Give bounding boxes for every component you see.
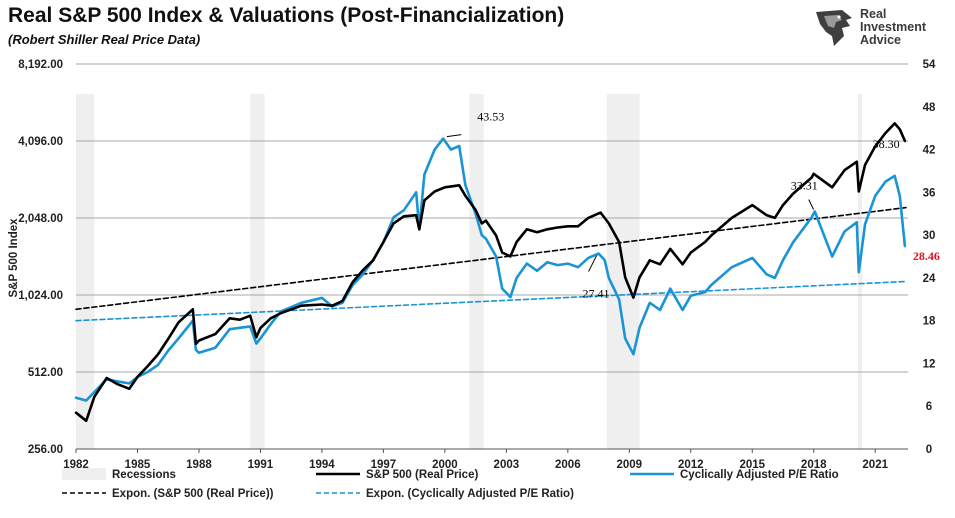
- annotation-label: 33.31: [791, 179, 818, 193]
- x-tick-label: 2021: [862, 459, 888, 471]
- x-tick-label: 1985: [125, 459, 151, 471]
- brand-name: Real Investment Advice: [860, 8, 926, 47]
- y-right-tick-label: 48: [923, 102, 936, 114]
- y-left-tick-label: 1,024.00: [18, 290, 63, 302]
- x-tick-label: 1997: [371, 459, 397, 471]
- annotation-label: 43.53: [477, 110, 504, 124]
- x-tick-label: 1988: [186, 459, 212, 471]
- legend-swatch: [62, 468, 106, 480]
- y-left-tick-label: 2,048.00: [18, 213, 63, 225]
- legend-label: S&P 500 (Real Price): [366, 469, 478, 481]
- y-right-tick-label: 6: [926, 401, 932, 413]
- y-right-tick-label: 18: [923, 316, 936, 328]
- legend-label: Expon. (S&P 500 (Real Price)): [112, 488, 274, 500]
- legend: Recessions S&P 500 (Real Price) Cyclically…: [62, 468, 839, 500]
- annotation-label: 28.46: [913, 249, 940, 263]
- x-tick-label: 1994: [309, 459, 335, 471]
- sp500-trendline: [75, 206, 907, 311]
- recession-bands: [76, 94, 862, 449]
- recession-band: [469, 94, 484, 449]
- y-right-tick-label: 30: [923, 230, 936, 242]
- x-tick-label: 2003: [494, 459, 520, 471]
- annotation-pointer: [808, 199, 815, 210]
- eagle-head-icon: [816, 10, 852, 46]
- y-right-tick-label: 0: [926, 444, 932, 456]
- y-left-tick-label: 4,096.00: [18, 136, 63, 148]
- x-tick-label: 2018: [801, 459, 827, 471]
- chart-subtitle: (Robert Shiller Real Price Data): [8, 32, 201, 47]
- axes: 256.00 512.00 1,024.00 2,048.00 4,096.00 8,19…: [8, 59, 936, 471]
- brand-line: Investment: [860, 20, 926, 34]
- brand-line: Advice: [860, 33, 901, 47]
- annotation-label: 38.30: [873, 137, 900, 151]
- x-tick-label: 2009: [617, 459, 643, 471]
- brand-line: Real: [860, 7, 887, 21]
- legend-label: Expon. (Cyclically Adjusted P/E Ratio): [366, 488, 574, 500]
- y-right-tick-label: 24: [923, 273, 936, 285]
- annotation-pointer: [588, 255, 598, 272]
- y-left-axis-title: S&P 500 Index: [8, 218, 20, 298]
- annotation-label: 27.41: [583, 287, 610, 301]
- y-left-tick-label: 256.00: [28, 444, 63, 456]
- series: [74, 122, 907, 423]
- x-tick-label: 2000: [432, 459, 458, 471]
- y-right-tick-label: 36: [923, 187, 936, 199]
- recession-band: [76, 94, 95, 449]
- chart-title: Real S&P 500 Index & Valuations (Post-Fi…: [8, 4, 565, 27]
- cape-line: [74, 137, 907, 402]
- x-tick-label: 2012: [678, 459, 704, 471]
- y-right-tick-label: 42: [923, 145, 936, 157]
- annotations: 43.53 27.41 33.31 38.30 28.46: [446, 110, 940, 301]
- cape-trendline: [75, 280, 907, 322]
- x-tick-label: 2006: [555, 459, 581, 471]
- y-right-tick-label: 54: [923, 59, 936, 71]
- annotation-pointer: [446, 134, 462, 138]
- legend-label: Cyclically Adjusted P/E Ratio: [680, 469, 839, 481]
- x-tick-label: 2015: [739, 459, 765, 471]
- y-left-tick-label: 512.00: [28, 367, 63, 379]
- y-right-tick-label: 12: [923, 358, 936, 370]
- gridlines: [76, 63, 908, 373]
- recession-band: [250, 94, 265, 449]
- sp500-line: [74, 122, 907, 423]
- brand-logo: Real Investment Advice: [812, 6, 952, 50]
- x-tick-label: 1991: [248, 459, 274, 471]
- y-left-tick-label: 8,192.00: [18, 59, 63, 71]
- legend-label: Recessions: [112, 469, 176, 481]
